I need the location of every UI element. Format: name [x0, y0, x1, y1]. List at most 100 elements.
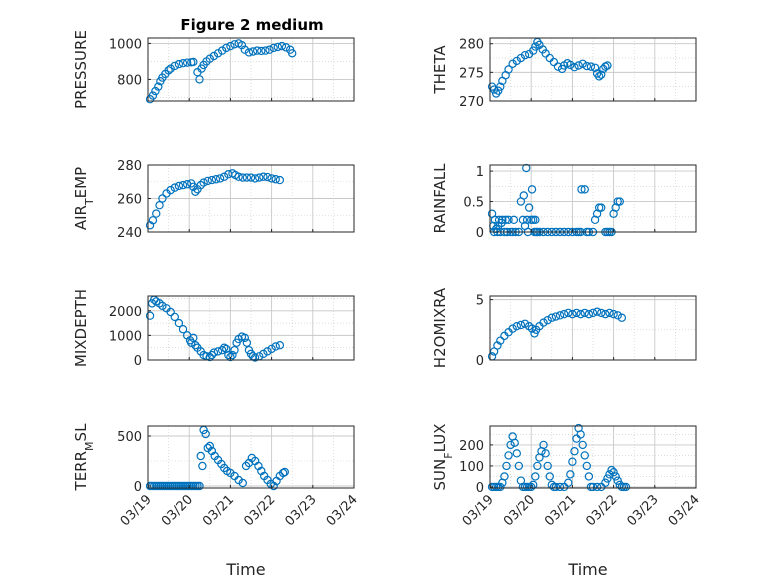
data-point	[494, 86, 503, 95]
y-tick-label: 500	[117, 430, 142, 445]
data-point	[155, 200, 164, 210]
x-tick-label: 03/24	[324, 492, 361, 529]
data-point	[170, 61, 179, 71]
data-point	[234, 172, 243, 181]
data-point	[529, 46, 538, 55]
data-point	[605, 308, 614, 318]
data-point	[145, 311, 155, 320]
data-point	[496, 82, 505, 91]
y-tick-label: 240	[117, 226, 142, 241]
data-point	[500, 472, 509, 481]
data-point	[261, 46, 270, 55]
data-point	[588, 308, 598, 318]
data-point	[211, 175, 221, 184]
data-point	[220, 172, 229, 181]
data-point	[496, 336, 505, 345]
axes-frame	[489, 164, 697, 233]
data-point	[570, 63, 579, 72]
data-point	[568, 457, 577, 466]
data-point	[607, 465, 616, 475]
y-tick-label: 5	[476, 294, 484, 309]
x-axis-label: Time	[225, 560, 265, 579]
y-axis-label: RAINFALL	[431, 163, 449, 234]
data-point	[166, 64, 175, 73]
data-point	[195, 481, 204, 491]
data-point	[617, 313, 627, 322]
data-point	[520, 319, 530, 328]
data-point	[189, 333, 198, 343]
data-point	[580, 185, 589, 194]
data-point	[228, 350, 237, 360]
data-point	[501, 215, 510, 225]
axes-h2omixra: 0 5 H2OMIXRA	[431, 287, 697, 369]
data-point	[496, 482, 505, 492]
data-point	[512, 449, 521, 458]
data-point	[151, 86, 160, 96]
data-point	[578, 440, 587, 450]
data-point	[164, 66, 173, 75]
data-point	[238, 173, 247, 182]
data-point	[265, 45, 274, 54]
data-point	[564, 308, 573, 318]
data-point	[508, 324, 517, 333]
data-point	[543, 315, 552, 325]
data-point	[174, 181, 184, 191]
data-point	[568, 309, 577, 319]
data-point	[584, 309, 594, 319]
axes-mixdepth: 0 1000 2000 MIXDEPTH	[72, 289, 355, 369]
data-point	[502, 461, 511, 471]
data-point	[519, 191, 528, 200]
axes-frame	[489, 37, 697, 102]
data-point	[201, 429, 210, 439]
data-point	[582, 61, 592, 71]
data-point	[191, 341, 200, 350]
axes-rainfall: 0 0.5 1 RAINFALL	[431, 163, 697, 241]
data-point	[555, 311, 565, 320]
data-point	[213, 49, 223, 58]
y-tick-label: 100	[459, 460, 484, 475]
y-tick-label: 0	[134, 480, 142, 495]
y-tick-label: 0	[134, 354, 142, 369]
data-point	[263, 172, 272, 182]
data-point	[566, 470, 575, 479]
data-point	[588, 482, 598, 492]
data-point	[252, 46, 262, 55]
data-point	[576, 309, 585, 319]
data-point	[240, 45, 250, 54]
data-point	[271, 342, 280, 351]
data-point	[248, 47, 258, 56]
y-tick-label: 1000	[109, 37, 142, 52]
y-tick-label: 0	[476, 354, 484, 369]
y-tick-label: 0	[476, 481, 484, 496]
data-point	[506, 440, 515, 450]
y-tick-label: 1	[476, 165, 484, 180]
data-point	[549, 57, 559, 67]
data-point	[152, 209, 161, 218]
data-point	[288, 49, 297, 58]
data-point	[154, 82, 163, 91]
y-axis-label: MIXDEPTH	[72, 289, 90, 367]
data-point	[510, 438, 519, 448]
data-point	[267, 174, 276, 183]
data-point	[601, 309, 610, 319]
data-point	[273, 42, 282, 52]
y-axis-label: TERRMSL	[72, 423, 96, 492]
data-point	[277, 41, 287, 51]
data-point	[237, 41, 247, 50]
data-point	[240, 333, 250, 343]
data-point	[226, 41, 235, 51]
x-tick-label: 03/22	[241, 492, 278, 529]
x-tick-label: 03/21	[200, 492, 237, 529]
data-point	[576, 430, 585, 439]
data-point	[566, 60, 575, 70]
x-axis-label: Time	[567, 560, 607, 579]
data-point	[207, 350, 217, 360]
data-point	[545, 472, 554, 481]
data-point	[174, 59, 184, 69]
data-point	[230, 345, 239, 355]
data-point	[166, 185, 175, 195]
data-point	[226, 352, 235, 362]
y-tick-label: 260	[117, 193, 142, 208]
data-point	[267, 344, 276, 354]
